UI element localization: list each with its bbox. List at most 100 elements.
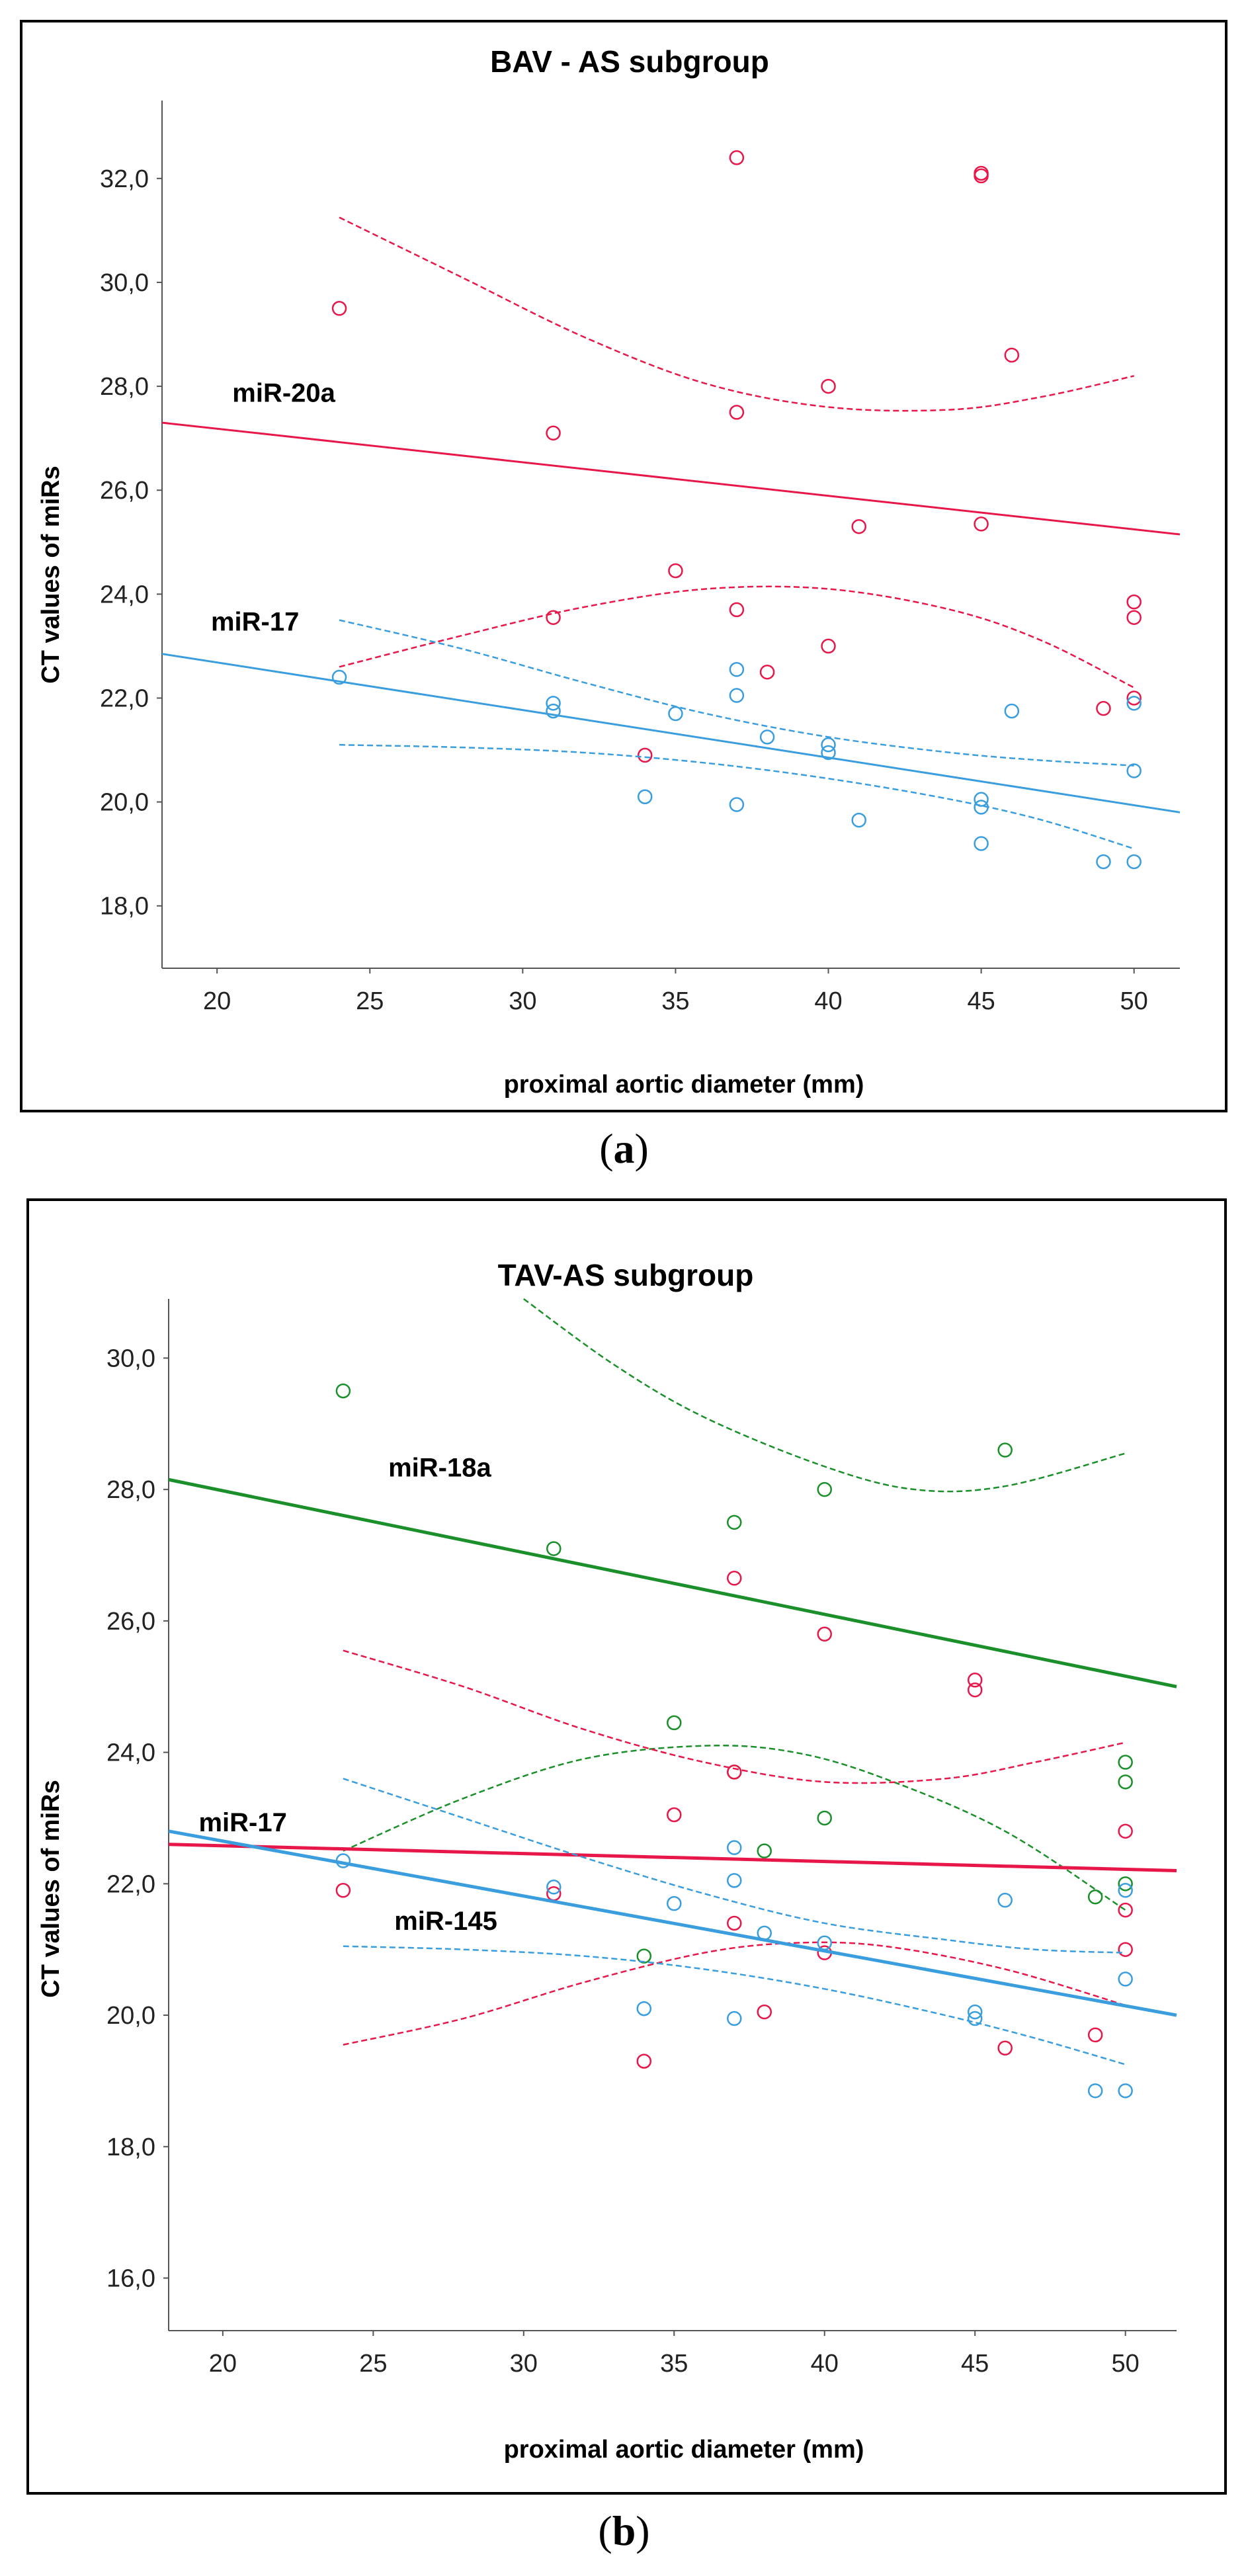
chart-b-mir-145-point: [727, 1840, 742, 1855]
caption-b-letter: b: [612, 2507, 636, 2554]
chart-b-mir-17-point: [727, 1571, 742, 1586]
chart-a-mir-20a-point: [729, 602, 745, 618]
chart-a-ylabel: CT values of miRs: [37, 466, 65, 683]
chart-a-xtick-label: 25: [356, 987, 384, 1015]
chart-b-mir-17-point: [335, 1883, 351, 1898]
chart-b-mir-145-point: [1118, 1883, 1133, 1898]
chart-a-mir-17-ci-lower: [339, 743, 1135, 850]
chart-b-ytick-label: 30,0: [106, 1345, 155, 1372]
chart-a-mir-20a-ci-upper: [339, 216, 1134, 412]
chart-b-mir-145-point: [1118, 1972, 1133, 1987]
chart-a-mir-20a-point: [546, 610, 561, 625]
caption-a: (a): [0, 1124, 1248, 1173]
chart-b-xtick-label: 20: [209, 2350, 237, 2378]
chart-a-mir-20a-point: [821, 378, 836, 394]
chart-b-ytick-label: 28,0: [106, 1476, 155, 1504]
chart-b-mir-145-point: [667, 1895, 682, 1911]
chart-b-mir-18a-point: [817, 1481, 832, 1497]
chart-a-mir-20a-point: [1126, 594, 1142, 610]
chart-b-mir-18a-point: [727, 1515, 742, 1530]
caption-a-close: ): [634, 1125, 649, 1172]
chart-a-mir-20a-ci-lower: [339, 585, 1135, 688]
chart-b-ytick-label: 26,0: [106, 1608, 155, 1636]
chart-a-mir-17-fit-line: [161, 653, 1181, 813]
chart-b-mir-145-point: [636, 2001, 652, 2016]
chart-b-mir-17-point: [1118, 1902, 1133, 1918]
chart-panel-a: BAV - AS subgroup CT values of miRs prox…: [20, 20, 1227, 1112]
chart-a-mir-17-point: [974, 792, 989, 807]
chart-a-xtick-label: 45: [967, 987, 995, 1015]
chart-b-xlabel: proximal aortic diameter (mm): [504, 2436, 864, 2464]
chart-a-xlabel: proximal aortic diameter (mm): [504, 1071, 864, 1099]
chart-a-xtick-label: 35: [661, 987, 689, 1015]
chart-b-mir-17-point: [967, 1673, 983, 1688]
chart-b-mir-17-fit-line: [168, 1843, 1177, 1872]
chart-b-mir-145-point: [997, 1892, 1013, 1908]
caption-a-open: (: [599, 1125, 614, 1172]
chart-a-ytick-label: 28,0: [100, 373, 149, 401]
chart-b-mir-17-ci-lower: [343, 1941, 1126, 2046]
chart-a-mir-20a-point: [974, 168, 989, 184]
chart-b-mir-18a-point: [335, 1383, 351, 1399]
chart-b-mir-17-point: [1087, 2027, 1103, 2043]
chart-b-ytick-label: 24,0: [106, 1739, 155, 1767]
chart-a-mir-17-point: [851, 812, 866, 828]
chart-b-mir-18a-ci-upper: [523, 1298, 1126, 1493]
chart-b-ytick-label: 18,0: [106, 2134, 155, 2161]
chart-a-mir-17-point: [821, 745, 836, 761]
chart-b-mir-145-point: [727, 2011, 742, 2026]
chart-b-mir-18a-point: [667, 1715, 682, 1731]
chart-b-xtick-label: 45: [961, 2350, 989, 2378]
chart-a-mir-20a-label: miR-20a: [232, 379, 335, 408]
chart-b-mir-17-point: [1118, 1823, 1133, 1839]
chart-b-mir-145-point: [335, 1853, 351, 1868]
chart-b-mir-18a-point: [546, 1541, 562, 1556]
chart-a-axes: [161, 101, 1180, 969]
chart-b-plot-area: miR-18a miR-17 miR-145: [168, 1298, 1177, 2098]
caption-b-close: ): [636, 2507, 650, 2554]
chart-a-ytick-label: 22,0: [100, 685, 149, 712]
chart-b-mir-18a-ci-lower: [343, 1745, 1126, 1911]
chart-a-mir-17-point: [974, 800, 989, 815]
chart-b-mir-18a-point: [1118, 1876, 1133, 1891]
chart-a-mir-20a-point: [729, 405, 745, 420]
chart-b-mir-145-point: [1087, 2083, 1103, 2098]
chart-b-mir-17-point: [817, 1626, 832, 1642]
chart-a-mir-20a-point: [1126, 610, 1142, 625]
chart-b-mir-145-point: [546, 1880, 562, 1895]
chart-a-mir-20a-point: [668, 563, 683, 579]
chart-b-xtick-label: 30: [510, 2350, 538, 2378]
caption-b-open: (: [598, 2507, 612, 2554]
chart-b-mir-17-point: [727, 1765, 742, 1780]
chart-b-mir-145-label: miR-145: [394, 1907, 497, 1936]
chart-a-mir-17-point: [1004, 703, 1020, 719]
chart-a-mir-17-point: [668, 706, 683, 722]
chart-b-mir-18a-point: [817, 1810, 832, 1826]
chart-b-mir-145-point: [817, 1935, 832, 1951]
chart-a-mir-17-point: [637, 789, 653, 804]
chart-b-mir-18a-point: [636, 1948, 652, 1964]
chart-b-mir-17-point: [1118, 1942, 1133, 1957]
caption-a-letter: a: [613, 1125, 635, 1172]
chart-a-ticks: 18,0 20,0 22,0 24,0 26,0 28,0 30,0 32,0 20 25 30 35…: [100, 165, 1148, 1015]
chart-b-ytick-label: 22,0: [106, 1870, 155, 1898]
chart-a-mir-17-ci-upper: [339, 619, 1134, 767]
chart-b-mir-18a-label: miR-18a: [388, 1453, 491, 1482]
chart-a-mir-17-point: [974, 836, 989, 851]
chart-a-mir-20a-point: [759, 664, 775, 680]
chart-b-mir-17-label: miR-17: [198, 1808, 286, 1837]
chart-b-mir-18a-fit-line: [168, 1477, 1177, 1688]
caption-b: (b): [0, 2507, 1248, 2555]
chart-a-ytick-label: 18,0: [100, 893, 149, 921]
chart-panel-b: TAV-AS subgroup CT values of miRs proxim…: [26, 1198, 1227, 2495]
chart-a-mir-17-point: [729, 662, 745, 677]
chart-b-xtick-label: 25: [359, 2350, 387, 2378]
chart-a-ytick-label: 20,0: [100, 789, 149, 817]
chart-b-ytick-label: 20,0: [106, 2002, 155, 2030]
chart-a-plot-area: miR-20a miR-17: [161, 150, 1181, 870]
chart-a-mir-17-point: [821, 737, 836, 753]
chart-b-mir-18a-point: [1118, 1755, 1133, 1770]
chart-a-xtick-label: 30: [509, 987, 536, 1015]
chart-a-mir-20a-point: [851, 519, 866, 534]
chart-b-mir-145-point: [1118, 2083, 1133, 2098]
